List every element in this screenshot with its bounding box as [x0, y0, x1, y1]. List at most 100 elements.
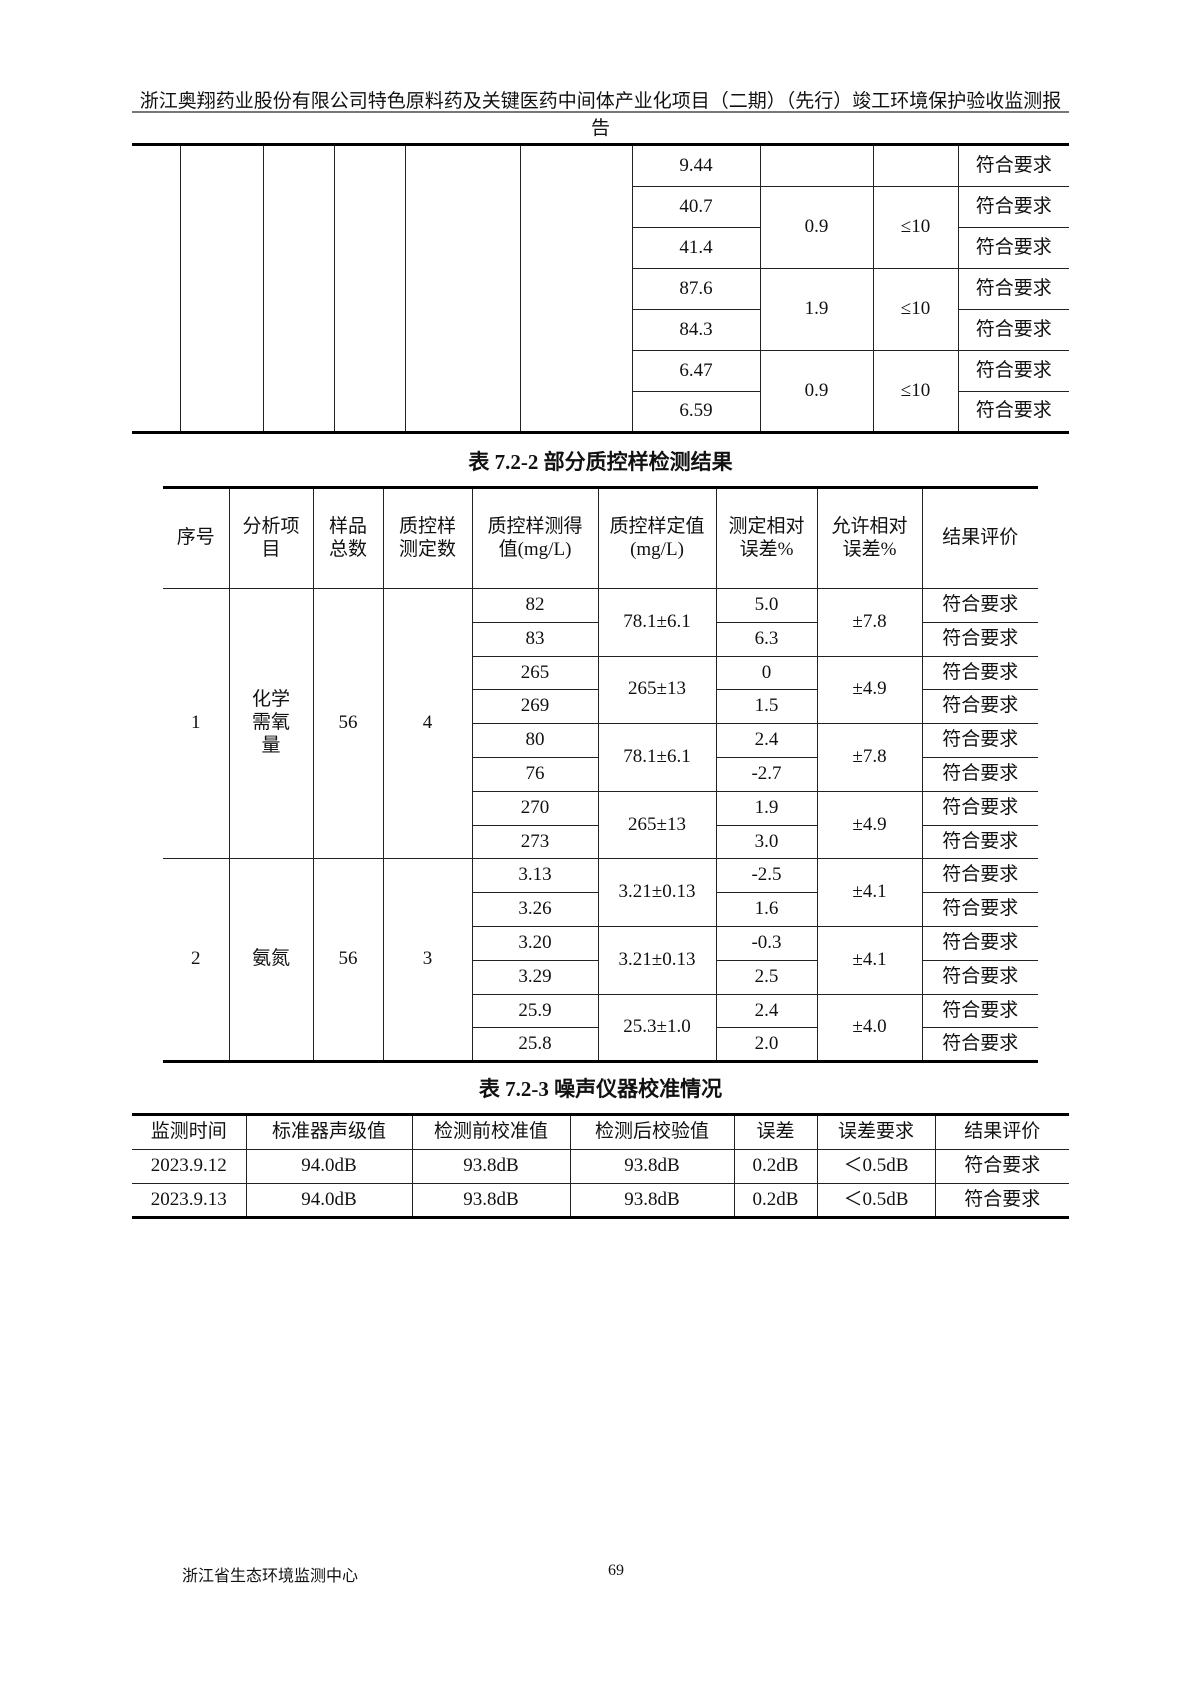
footer-org: 浙江省生态环境监测中心 — [182, 1568, 359, 1585]
result: 符合要求 — [957, 227, 1069, 269]
table-cell: 93.8dB — [569, 1149, 735, 1184]
measured-value: 3.13 — [471, 858, 599, 894]
column-header: 结果评价 — [934, 1114, 1069, 1150]
measured-value: 6.47 — [632, 350, 761, 392]
result: 符合要求 — [921, 925, 1038, 961]
column-header: 允许相对误差% — [816, 487, 923, 589]
result: 符合要求 — [921, 959, 1038, 995]
table-cell: 2023.9.12 — [132, 1149, 247, 1184]
column-header: 序号 — [163, 487, 230, 589]
continued-table: 9.44 符合要求 40.7 0.9 ≤10 符合要求 41.4 符合要求 87.6 1.9 ≤10… — [132, 143, 1069, 434]
table-row: 25.9 25.3±1.0 2.4 ±4.0 符合要求 — [163, 993, 1038, 1063]
limit: ≤10 — [872, 350, 959, 433]
measured-value: 76 — [472, 756, 599, 792]
measured-value: 3.20 — [472, 925, 599, 961]
rel-error: 1.6 — [715, 892, 818, 927]
rel-error: 5.0 — [715, 588, 818, 623]
table-row: 84.3 符合要求 — [132, 309, 1069, 351]
table-7-2-3-caption: 表 7.2-3 噪声仪器校准情况 — [478, 1077, 723, 1101]
column-header: 监测时间 — [132, 1114, 247, 1150]
limit: ≤10 — [872, 268, 959, 351]
rel-error: 0.9 — [759, 186, 874, 269]
sample-total: 56 — [312, 858, 384, 1063]
allowed-error: ±7.8 — [816, 588, 923, 657]
rel-error: 6.3 — [715, 621, 818, 657]
measured-value: 25.9 — [472, 993, 599, 1029]
result: 符合要求 — [921, 756, 1038, 792]
result: 符合要求 — [921, 655, 1038, 691]
serial-number: 2 — [163, 858, 230, 1063]
rel-error: -2.5 — [715, 858, 818, 894]
limit: ≤10 — [872, 186, 959, 269]
merged-cell — [179, 144, 264, 433]
table-row: 2023.9.13 94.0dB 93.8dB 93.8dB 0.2dB ＜0.5dB 符合… — [132, 1183, 1069, 1218]
column-header: 检测后校验值 — [569, 1114, 735, 1150]
page-number: 69 — [608, 1562, 624, 1579]
result: 符合要求 — [921, 723, 1038, 758]
merged-cell — [262, 144, 335, 433]
merged-cell — [404, 144, 521, 433]
table-row: 6.47 0.9 ≤10 符合要求 — [132, 350, 1069, 433]
standard-value: 78.1±6.1 — [597, 588, 717, 657]
column-header: 测定相对误差% — [715, 487, 818, 589]
measured-value: 6.59 — [632, 391, 761, 433]
table-row: 80 78.1±6.1 2.4 ±7.8 符合要求 — [163, 723, 1038, 792]
column-header: 样品总数 — [312, 487, 384, 589]
rel-error: 1.9 — [759, 268, 874, 351]
table-cell: 0.2dB — [733, 1149, 818, 1184]
standard-value: 25.3±1.0 — [597, 993, 717, 1063]
table-row: 9.44 符合要求 — [132, 144, 1069, 433]
allowed-error: ±7.8 — [816, 723, 923, 792]
table-cell: 94.0dB — [245, 1183, 413, 1218]
measured-value: 3.29 — [472, 959, 599, 995]
measured-value: 40.7 — [632, 186, 761, 228]
rel-error: -2.7 — [715, 756, 818, 792]
result: 符合要求 — [921, 858, 1038, 894]
allowed-error: ±4.1 — [816, 858, 923, 927]
table-row: 83 6.3 符合要求 — [163, 621, 1038, 657]
column-header: 分析项目 — [228, 487, 314, 589]
allowed-error: ±4.9 — [816, 655, 923, 725]
rel-error: 2.4 — [715, 723, 818, 758]
allowed-error: ±4.9 — [816, 790, 923, 860]
qc-sample-table: 序号 分析项目 样品总数 质控样测定数 质控样测得值(mg/L) 质控样定值(mg/L) 测… — [163, 486, 1038, 1064]
qc-count: 4 — [382, 587, 473, 860]
measured-value: 273 — [472, 824, 599, 860]
rel-error: 1.5 — [715, 689, 818, 725]
standard-value: 265±13 — [597, 790, 717, 860]
table-cell: ＜0.5dB — [816, 1183, 936, 1218]
result: 符合要求 — [957, 268, 1069, 310]
merged-cell — [333, 144, 406, 433]
measured-value: 3.26 — [472, 892, 599, 927]
column-header: 结果评价 — [921, 487, 1038, 589]
standard-value: 3.21±0.13 — [597, 858, 717, 927]
standard-value: 265±13 — [597, 655, 717, 725]
result: 符合要求 — [957, 186, 1069, 228]
standard-value: 3.21±0.13 — [597, 925, 717, 995]
measured-value: 87.6 — [632, 268, 761, 310]
table-cell: ＜0.5dB — [816, 1149, 936, 1184]
column-header: 误差要求 — [816, 1114, 936, 1150]
column-header: 检测前校准值 — [411, 1114, 571, 1150]
result: 符合要求 — [921, 993, 1038, 1029]
column-header: 质控样测得值(mg/L) — [471, 487, 599, 589]
rel-error: 3.0 — [715, 824, 818, 860]
table-row: 273 3.0 符合要求 — [163, 824, 1038, 860]
measured-value: 41.4 — [632, 227, 761, 269]
result: 符合要求 — [921, 790, 1038, 826]
result: 符合要求 — [921, 621, 1038, 657]
result: 符合要求 — [921, 824, 1038, 860]
standard-value: 78.1±6.1 — [597, 723, 717, 792]
merged-cell — [132, 144, 181, 433]
table-row: 3.26 1.6 符合要求 — [163, 892, 1038, 927]
header-row: 监测时间 标准器声级值 检测前校准值 检测后校验值 误差 误差要求 结果评价 — [132, 1114, 1069, 1150]
column-header: 质控样测定数 — [382, 487, 473, 589]
table-cell: 2023.9.13 — [132, 1183, 247, 1218]
table-row: 2 氨氮 56 3 3.13 3.21±0.13 -2.5 ±4.1 符合要求 — [163, 858, 1038, 1063]
allowed-error: ±4.1 — [816, 925, 923, 995]
measured-value: 9.44 — [631, 144, 761, 187]
analysis-item: 化学需氧量 — [228, 587, 314, 860]
limit — [872, 144, 959, 187]
table-row: 2023.9.12 94.0dB 93.8dB 93.8dB 0.2dB ＜0.5dB 符合… — [132, 1149, 1069, 1184]
